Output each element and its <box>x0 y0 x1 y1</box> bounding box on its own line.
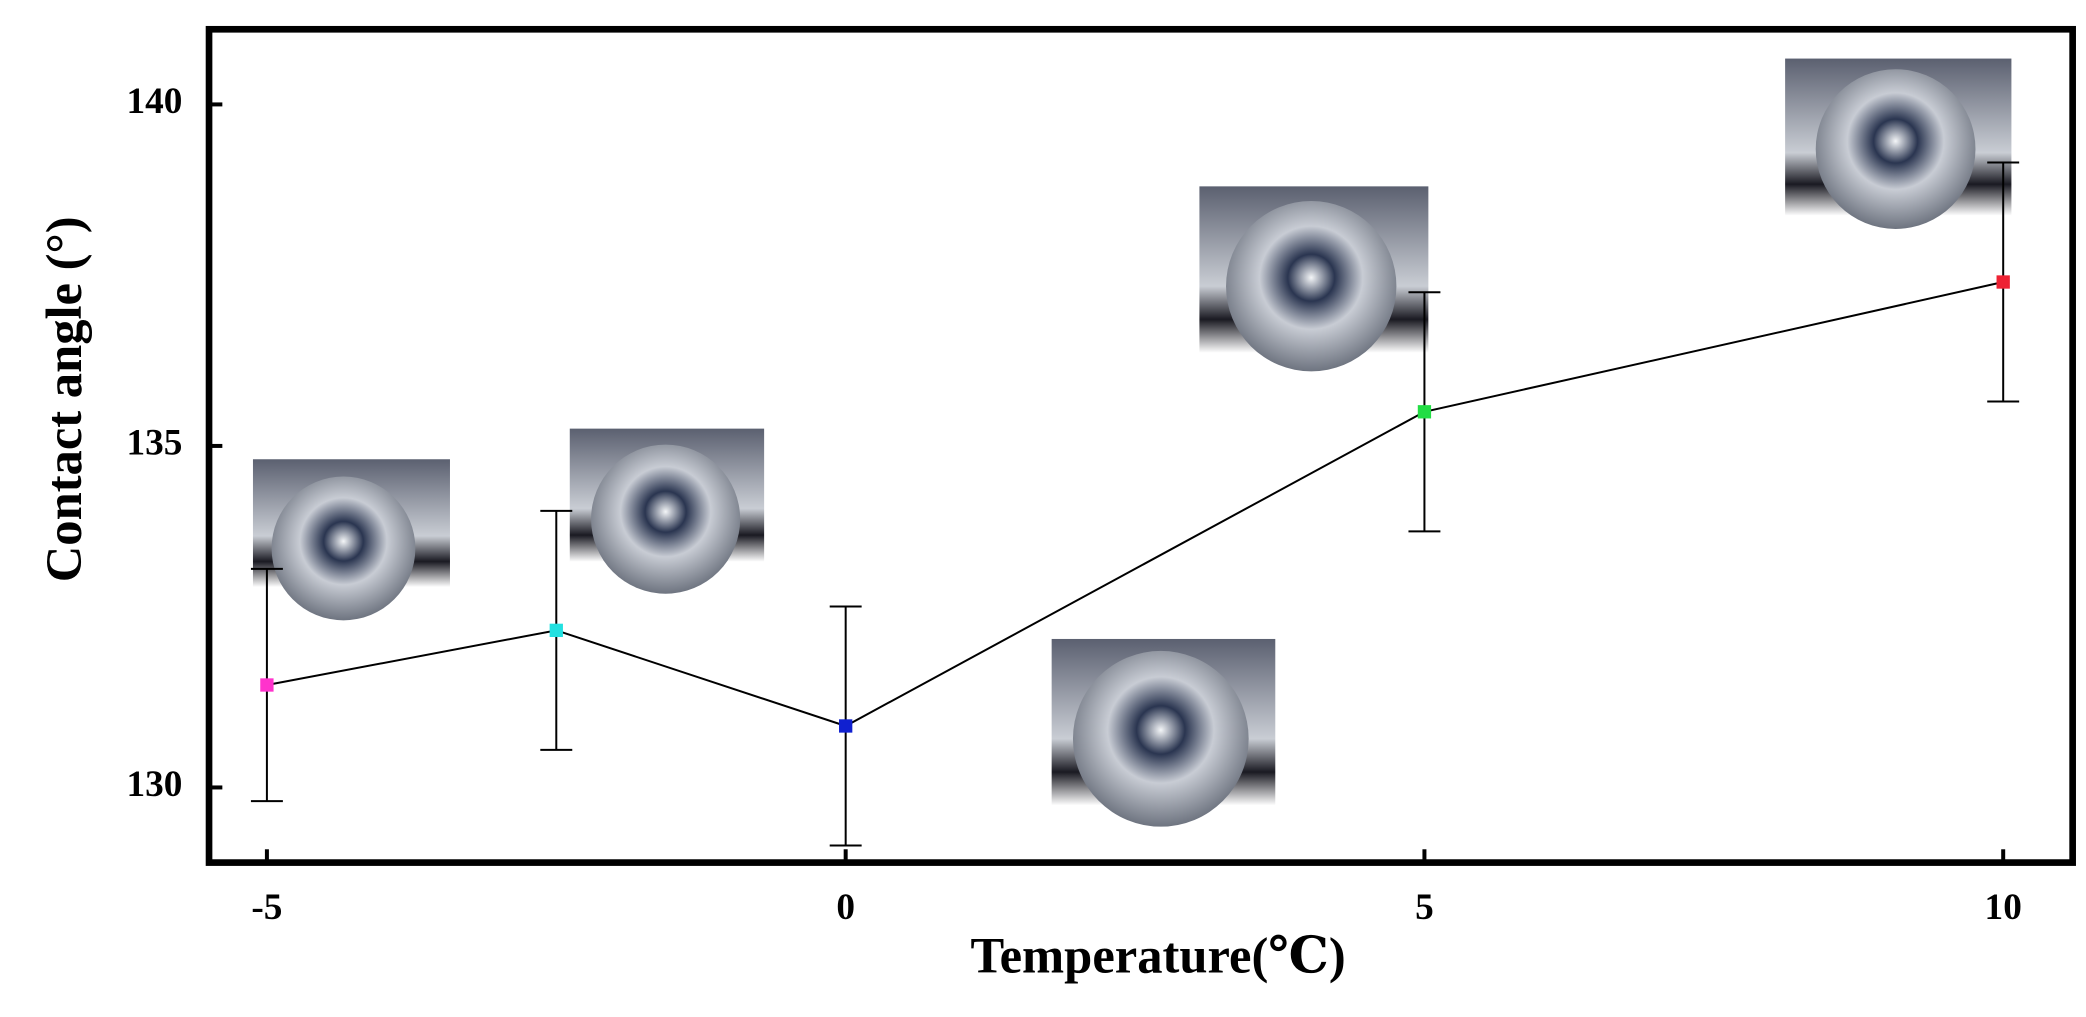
droplet-photo <box>1785 58 2012 229</box>
y-tick-label: 135 <box>127 422 183 463</box>
y-tick-label: 130 <box>127 764 183 805</box>
point-marker <box>260 678 274 692</box>
point-marker <box>1996 275 2010 289</box>
point-marker <box>839 719 853 733</box>
x-axis-title: Temperature(℃) <box>971 928 1346 984</box>
droplet-photos <box>252 58 2012 827</box>
x-tick-label: 0 <box>836 887 855 928</box>
droplet-photo <box>569 428 765 594</box>
droplet-photo <box>1199 186 1429 372</box>
droplet-photo <box>252 459 450 621</box>
x-tick-label: -5 <box>251 887 282 928</box>
droplet-photo <box>1051 638 1276 827</box>
y-axis-title: Contact angle (°) <box>36 216 92 582</box>
x-tick-label: 5 <box>1415 887 1434 928</box>
x-tick-label: 10 <box>1985 887 2022 928</box>
y-tick-label: 140 <box>127 81 183 122</box>
point-marker <box>1417 405 1432 419</box>
point-marker <box>549 623 563 638</box>
